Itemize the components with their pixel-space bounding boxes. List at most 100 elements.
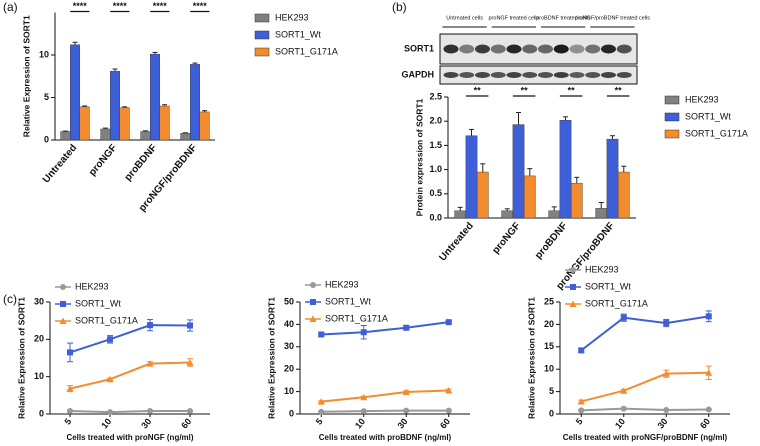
- significance-label: ****: [113, 1, 128, 11]
- panel-label: (c): [3, 292, 17, 306]
- y-tick-label: 15: [544, 341, 554, 351]
- point: [147, 408, 153, 415]
- legend-label: SORT1_G171A: [585, 298, 648, 308]
- blot-band: [490, 72, 506, 78]
- x-tick-label: 60: [698, 416, 712, 430]
- series-line: [321, 389, 449, 403]
- bar: [548, 210, 561, 219]
- blot-band: [616, 72, 632, 78]
- significance-label: **: [615, 85, 623, 95]
- point: [146, 360, 154, 367]
- bar: [180, 132, 191, 141]
- x-tick-label: 60: [179, 416, 193, 430]
- bar: [149, 53, 160, 141]
- blot-band: [475, 72, 490, 78]
- bar: [523, 175, 536, 219]
- y-tick-label: 10: [34, 371, 44, 381]
- blot-band: [616, 44, 632, 54]
- legend-swatch: [664, 129, 680, 139]
- series-line: [69, 410, 190, 414]
- point: [403, 407, 410, 414]
- y-tick-label: 10: [39, 49, 49, 59]
- point: [662, 370, 670, 377]
- blot-band: [443, 44, 459, 54]
- y-tick-label: 2.5: [429, 91, 442, 101]
- legend-label: SORT1_G171A: [75, 315, 138, 325]
- y-tick-label: 0: [39, 408, 44, 418]
- bar: [501, 210, 514, 219]
- y-tick-label: 25: [544, 296, 554, 306]
- blot-band: [490, 44, 506, 54]
- point: [705, 369, 713, 376]
- bar: [109, 70, 120, 141]
- y-tick-label: 0.0: [429, 212, 442, 222]
- y-axis-label: Relative Expression of SORT1: [526, 297, 536, 419]
- blot-band: [443, 72, 459, 78]
- blot-band: [538, 72, 553, 78]
- series-line: [581, 407, 709, 412]
- point: [663, 406, 670, 413]
- x-tick-label: proNGF: [490, 221, 522, 257]
- x-tick-label: proNGF: [87, 143, 119, 179]
- legend-label: SORT1_G171A: [685, 128, 748, 138]
- legend-swatch: [664, 112, 680, 122]
- point: [578, 347, 585, 354]
- point: [67, 408, 73, 415]
- blot-row-label: SORT1: [404, 43, 434, 53]
- y-tick-label: 30: [284, 341, 294, 351]
- blot-band: [601, 44, 616, 54]
- x-tick-label: 30: [656, 416, 670, 430]
- bar: [100, 128, 111, 141]
- series-line: [580, 315, 709, 352]
- series-line: [69, 324, 191, 354]
- legend-label: HEK293: [75, 281, 109, 291]
- point: [663, 320, 670, 327]
- y-tick-label: 5: [549, 386, 554, 396]
- point: [317, 398, 325, 405]
- y-tick-label: 50: [284, 296, 294, 306]
- legend-swatch: [254, 30, 270, 40]
- y-tick-label: 10: [544, 364, 554, 374]
- bar: [512, 124, 525, 219]
- blot-band: [569, 44, 585, 54]
- y-tick-label: 10: [284, 386, 294, 396]
- point: [106, 375, 114, 383]
- series-line: [69, 361, 191, 390]
- point: [705, 406, 712, 413]
- legend-marker: [310, 282, 316, 288]
- point: [445, 407, 452, 414]
- point: [360, 408, 367, 415]
- point: [403, 324, 410, 331]
- legend-label: SORT1_Wt: [585, 281, 631, 291]
- x-tick-label: 10: [613, 416, 627, 430]
- y-tick-label: 2.0: [429, 116, 442, 126]
- blot-lane-label: proNGF/proBDNF treated cells: [575, 15, 650, 21]
- legend-swatch: [254, 13, 270, 23]
- bar: [465, 135, 478, 219]
- legend-label: SORT1_G171A: [325, 313, 388, 323]
- point: [445, 386, 453, 394]
- point: [705, 313, 712, 320]
- legend-label: SORT1_G171A: [275, 46, 338, 56]
- series-line: [321, 409, 449, 413]
- panel-label: (a): [3, 0, 18, 14]
- point: [107, 409, 113, 416]
- point: [360, 329, 367, 336]
- blot-row-label: GAPDH: [401, 69, 434, 79]
- x-axis-label: Cells treated with proNGF (ng/ml): [66, 433, 193, 442]
- blot-band: [585, 44, 601, 54]
- legend-marker: [59, 317, 67, 324]
- point: [187, 408, 193, 415]
- y-tick-label: 5: [44, 92, 49, 102]
- series-line: [581, 371, 709, 403]
- blot-band: [601, 72, 616, 78]
- legend-label: SORT1_Wt: [75, 298, 121, 308]
- significance-label: ****: [153, 1, 168, 11]
- bar: [159, 105, 170, 141]
- series-line: [321, 321, 449, 336]
- y-tick-label: 20: [544, 319, 554, 329]
- point: [318, 408, 325, 415]
- legend-swatch: [254, 47, 270, 57]
- blot-band: [459, 44, 475, 54]
- bar: [189, 64, 200, 141]
